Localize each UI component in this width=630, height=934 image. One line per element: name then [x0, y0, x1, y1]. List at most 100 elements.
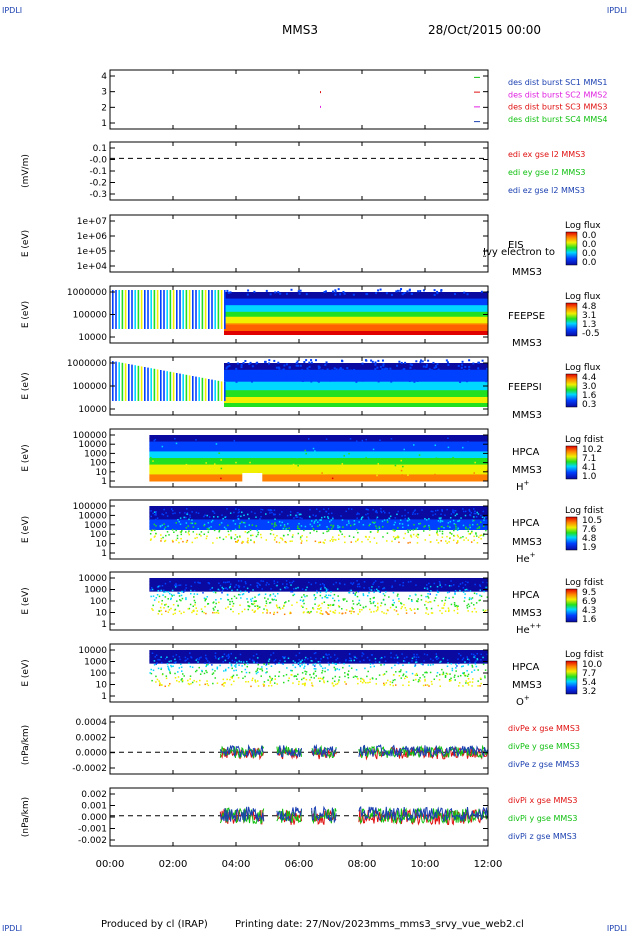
spectrogram-pixel	[402, 674, 404, 677]
spectrogram-pixel	[486, 596, 489, 598]
spectrogram-pixel	[380, 377, 383, 380]
spectrogram-row	[149, 477, 488, 482]
spectrogram-pixel	[233, 595, 236, 598]
spectrogram-pixel	[300, 542, 303, 544]
spectrogram-pixel	[377, 589, 379, 592]
spectrogram-pixel	[227, 606, 229, 608]
spectrogram-pixel	[422, 684, 425, 687]
legend-entry: edi ey gse l2 MMS3	[508, 168, 586, 177]
spectrogram-pixel	[386, 367, 389, 370]
spectrogram-pixel	[402, 664, 404, 667]
spectrogram-pixel	[289, 514, 292, 516]
spectrogram-pixel	[334, 293, 337, 296]
spectrogram-pixel	[441, 536, 444, 538]
spectrogram-pixel	[417, 533, 420, 536]
spectrogram-pixel	[259, 533, 262, 536]
spectrogram-pixel	[307, 658, 309, 660]
spectrogram-pixel	[150, 589, 152, 591]
spectrogram-pixel	[366, 656, 369, 659]
spectrogram-pixel	[227, 653, 230, 656]
spectrogram-pixel	[439, 582, 441, 584]
spectrogram-pixel	[349, 610, 351, 613]
spectrogram-pixel	[380, 508, 382, 510]
spectrogram-pixel	[297, 586, 299, 589]
spectrogram-pixel	[356, 512, 359, 514]
spectrogram-pixel	[257, 531, 260, 534]
spectrogram-pixel	[242, 361, 245, 364]
spectrogram-pixel	[169, 598, 172, 601]
spectrogram-pixel	[411, 600, 413, 602]
spacecraft-label: MMS3	[512, 680, 542, 691]
spectrogram-band	[224, 390, 488, 393]
spectrogram-pixel	[205, 598, 207, 600]
spectrogram-pixel	[477, 669, 479, 671]
spectrogram-pixel	[300, 678, 303, 681]
spectrogram-pixel	[161, 585, 164, 587]
spectrogram-pixel	[374, 605, 376, 607]
spectrogram-pixel	[318, 366, 321, 369]
spectrogram-pixel	[324, 539, 326, 541]
spectrogram-stripe	[134, 290, 136, 329]
spectrogram-pixel	[309, 679, 311, 681]
spectrogram-pixel	[232, 602, 235, 605]
spectrogram-pixel	[407, 542, 409, 544]
spectrogram-pixel	[380, 604, 382, 607]
spectrogram-pixel	[350, 582, 352, 584]
spectrogram-pixel	[384, 367, 387, 370]
spectrogram-pixel	[415, 678, 417, 681]
spectrogram-pixel	[274, 536, 276, 539]
spectrogram-pixel	[419, 522, 422, 525]
spectrogram-pixel	[435, 675, 438, 677]
spectrogram-pixel	[436, 290, 439, 293]
spectrogram-pixel	[173, 662, 176, 664]
spectrogram-pixel	[416, 674, 419, 677]
spectrogram-pixel	[314, 540, 317, 543]
spectrogram-pixel	[398, 541, 400, 544]
spectrogram-pixel	[376, 474, 378, 477]
spectrogram-pixel	[160, 668, 162, 671]
spectrogram-pixel	[275, 599, 277, 601]
spectrogram-pixel	[475, 602, 478, 604]
spectrogram-pixel	[164, 658, 167, 660]
spectrogram-stripe	[131, 290, 133, 329]
spectrogram-pixel	[452, 441, 455, 444]
spectrogram-pixel	[300, 605, 303, 607]
spectrogram-pixel	[267, 679, 269, 681]
spectrogram-pixel	[379, 288, 382, 291]
spectrogram-pixel	[224, 668, 227, 671]
spectrogram-pixel	[373, 589, 376, 591]
spectrogram-pixel	[402, 465, 404, 468]
spectrogram-pixel	[373, 610, 375, 613]
spectrogram-pixel	[454, 293, 457, 296]
spectrogram-pixel	[269, 601, 272, 604]
spectrogram-pixel	[267, 663, 270, 665]
spectrogram-band	[224, 323, 488, 326]
spectrogram-pixel	[460, 517, 462, 519]
spectrogram-pixel	[314, 665, 316, 667]
spectrogram-stripe	[163, 370, 165, 401]
spectrogram-stripe	[153, 290, 156, 329]
spectrogram-pixel	[404, 517, 407, 520]
spectrogram-pixel	[415, 360, 418, 363]
spectrogram-pixel	[477, 685, 479, 687]
spectrogram-pixel	[230, 583, 232, 585]
spectrogram-pixel	[331, 540, 334, 542]
colorbar-tick-label: 3.1	[582, 311, 596, 321]
spectrogram-pixel	[314, 652, 317, 654]
spectrogram-pixel	[267, 509, 270, 511]
spectrogram-pixel	[401, 605, 403, 608]
spectrogram-pixel	[218, 529, 221, 532]
spectrogram-pixel	[437, 604, 440, 607]
spectrogram-band	[224, 383, 488, 386]
colorbar	[565, 516, 578, 551]
spectrogram-pixel	[386, 540, 388, 542]
spectrogram-pixel	[190, 656, 193, 659]
spectrogram-pixel	[374, 376, 377, 379]
spectrogram-pixel	[225, 528, 227, 530]
colorbar-tick-label: 10.2	[582, 445, 602, 455]
spectrogram-pixel	[407, 474, 409, 476]
spectrogram-pixel	[380, 656, 383, 659]
spectrogram-pixel	[302, 599, 305, 601]
spectrogram-pixel	[440, 373, 443, 376]
spectrogram-pixel	[400, 602, 402, 604]
